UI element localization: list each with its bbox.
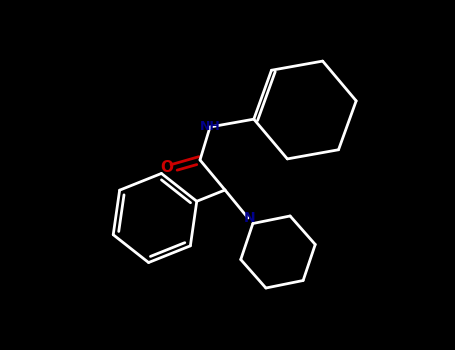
Text: O: O [161, 161, 173, 175]
Text: N: N [244, 211, 256, 225]
Text: NH: NH [200, 120, 220, 133]
